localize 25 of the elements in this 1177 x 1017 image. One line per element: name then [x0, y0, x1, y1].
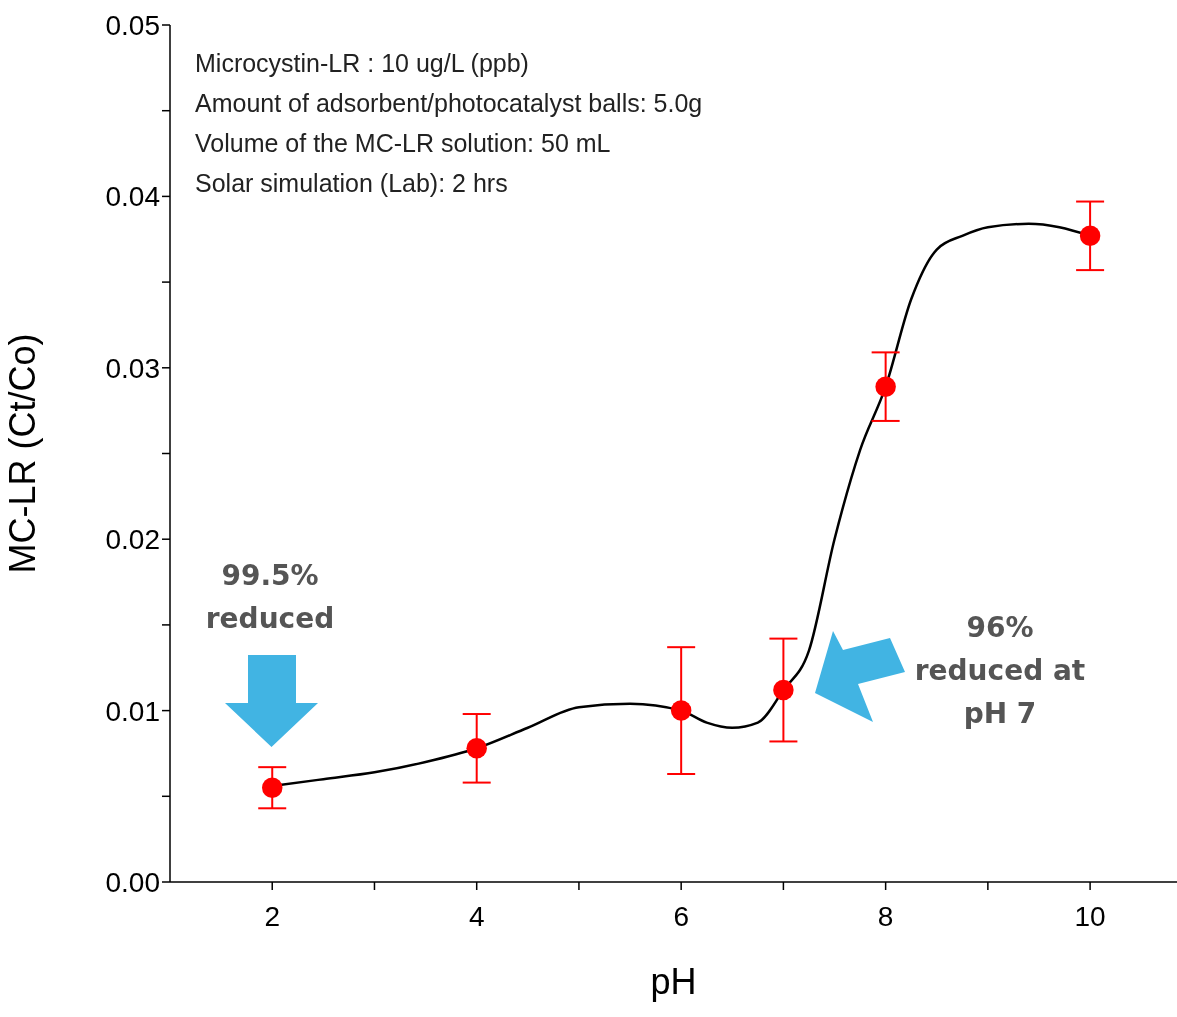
annotation: 99.5% reduced	[205, 558, 335, 637]
x-axis-title: pH	[650, 961, 697, 1002]
point	[466, 738, 487, 759]
x-tick-label: 10	[1074, 900, 1106, 932]
annotation: Amount of adsorbent/photocatalyst balls: 5.0g	[195, 88, 703, 119]
y-axis-title: MC-LR (Ct/Co)	[1, 333, 43, 574]
point	[1079, 225, 1101, 247]
point	[261, 777, 283, 798]
annotation: 96% reduced at pH 7	[913, 610, 1087, 732]
point	[670, 700, 692, 721]
point	[875, 376, 896, 397]
y-tick-label: 0.03	[105, 352, 160, 384]
x-tick-label: 6	[673, 900, 689, 932]
y-tick-label: 0.05	[105, 9, 160, 41]
y-tick-label: 0.01	[105, 695, 160, 727]
y-tick-label: 0.02	[105, 524, 160, 556]
annotation: Microcystin-LR : 10 ug/L (ppb)	[195, 48, 529, 79]
x-tick-label: 2	[264, 900, 281, 932]
x-tick-label: 8	[877, 900, 894, 932]
y-tick-label: 0.04	[105, 181, 160, 213]
y-tick-label: 0.00	[105, 866, 160, 898]
x-tick-label: 4	[468, 900, 485, 932]
annotation: Volume of the MC-LR solution: 50 mL	[195, 128, 611, 159]
annotation: Solar simulation (Lab): 2 hrs	[195, 168, 508, 199]
point	[773, 679, 794, 701]
